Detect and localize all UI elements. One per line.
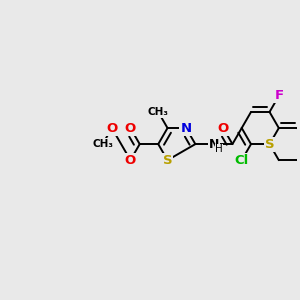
Text: O: O (125, 154, 136, 167)
Text: O: O (218, 122, 229, 134)
Text: O: O (106, 122, 118, 134)
Text: S: S (163, 154, 172, 167)
Text: S: S (265, 138, 275, 151)
Text: CH₃: CH₃ (92, 139, 113, 149)
Text: N: N (209, 138, 219, 151)
Text: CH₃: CH₃ (148, 107, 169, 117)
Text: F: F (274, 89, 283, 102)
Text: N: N (181, 122, 192, 134)
Text: H: H (215, 144, 223, 154)
Text: O: O (125, 122, 136, 134)
Text: Cl: Cl (235, 154, 249, 167)
